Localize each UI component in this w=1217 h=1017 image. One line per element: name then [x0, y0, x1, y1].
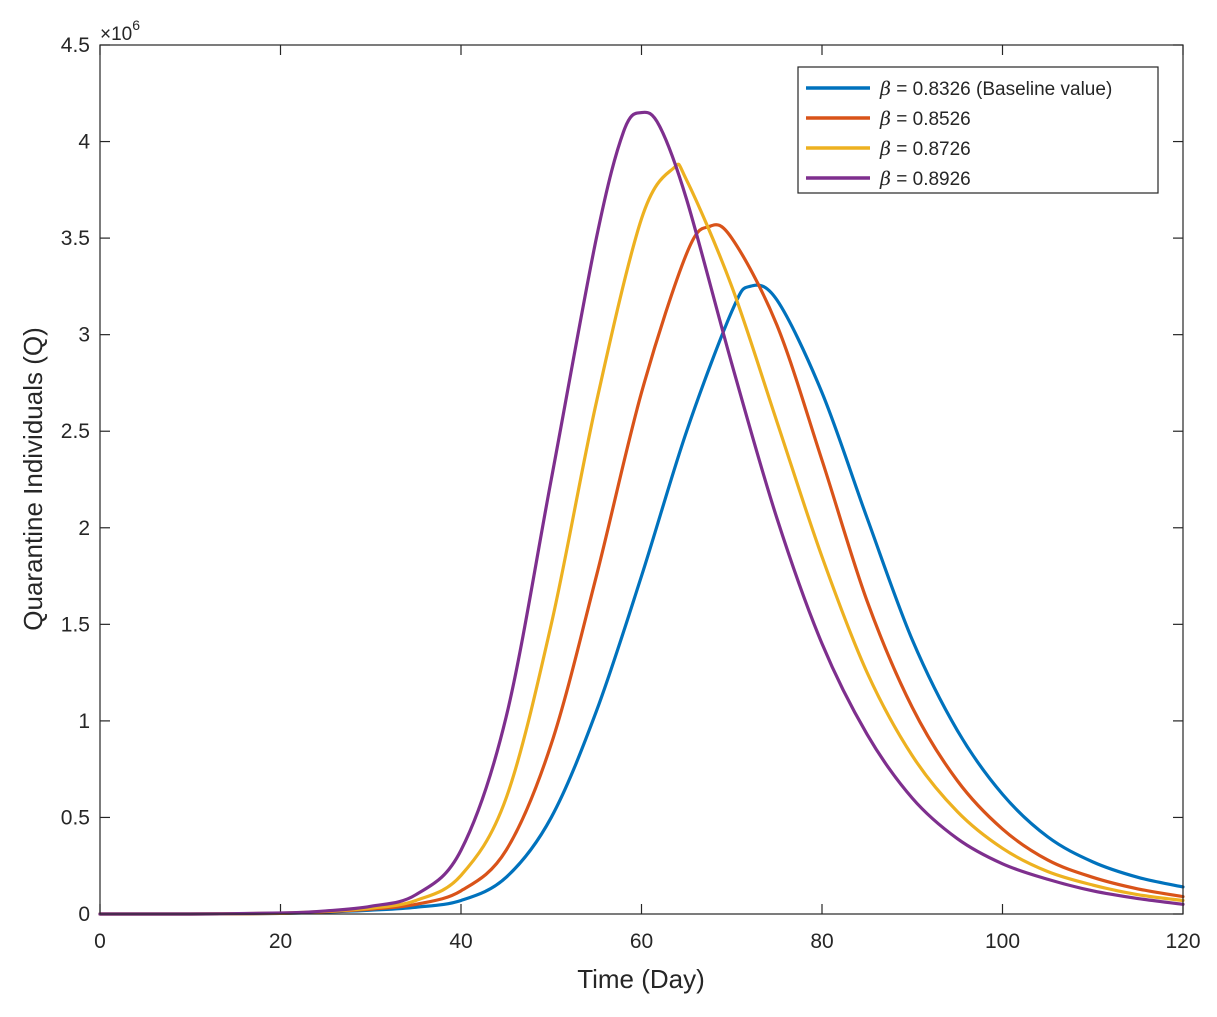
- series-line-4: [98, 110, 1185, 916]
- x-tick-label: 80: [810, 930, 833, 953]
- legend-label-2: β = 0.8526: [879, 108, 971, 130]
- legend-label-4: β = 0.8926: [879, 168, 971, 190]
- y-tick-label: 3: [78, 324, 90, 347]
- y-tick-label: 0: [78, 903, 90, 926]
- series-line-3: [98, 162, 1185, 916]
- y-tick-labels: 0 0.5 1 1.5 2 2.5 3 3.5 4 4.5: [61, 34, 91, 926]
- x-tick-label: 100: [985, 930, 1020, 953]
- y-exponent-label: ×106: [100, 17, 140, 45]
- x-tick-label: 120: [1165, 930, 1200, 953]
- y-tick-label: 4.5: [61, 34, 90, 57]
- legend: β = 0.8326 (Baseline value) β = 0.8526 β =…: [797, 66, 1159, 194]
- x-tick-labels: 0 20 40 60 80 100 120: [94, 930, 1200, 953]
- y-tick-label: 4: [78, 131, 90, 154]
- legend-items: β = 0.8326 (Baseline value) β = 0.8526 β =…: [806, 78, 1112, 190]
- y-tick-label: 1: [78, 710, 90, 733]
- y-tick-label: 3.5: [61, 227, 90, 250]
- x-tick-label: 40: [449, 930, 472, 953]
- plot-frame: [99, 44, 1184, 915]
- x-axis-title: Time (Day): [577, 964, 705, 994]
- x-tick-label: 60: [630, 930, 653, 953]
- legend-label-1: β = 0.8326 (Baseline value): [879, 78, 1112, 100]
- x-tick-label: 0: [94, 930, 106, 953]
- y-tick-label: 0.5: [61, 806, 90, 829]
- x-tick-label: 20: [269, 930, 292, 953]
- y-tick-label: 2.5: [61, 420, 90, 443]
- y-tick-label: 2: [78, 517, 90, 540]
- y-exponent-base: ×10: [100, 24, 132, 45]
- series-layer: [98, 110, 1185, 916]
- y-tick-label: 1.5: [61, 613, 90, 636]
- y-exponent-power: 6: [132, 17, 140, 33]
- legend-label-3: β = 0.8726: [879, 138, 971, 160]
- y-axis-title: Quarantine Individuals (Q): [18, 327, 48, 630]
